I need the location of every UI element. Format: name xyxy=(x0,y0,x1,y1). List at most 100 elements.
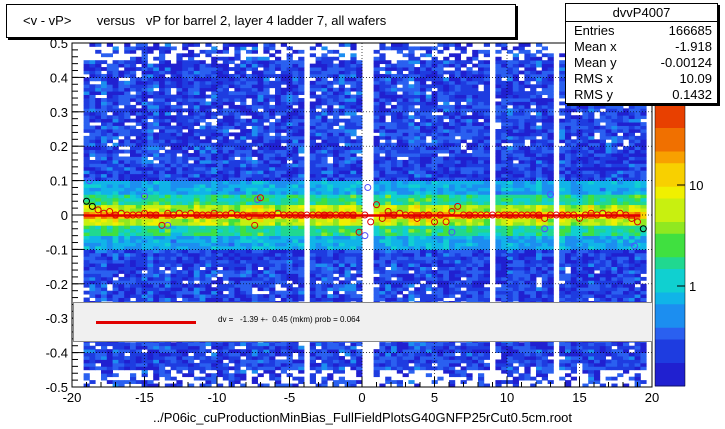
heatmap-cell xyxy=(327,356,334,360)
heatmap-cell xyxy=(159,163,166,168)
heatmap-cell xyxy=(217,156,224,161)
heatmap-cell xyxy=(327,139,334,144)
heatmap-cell xyxy=(101,221,108,226)
heatmap-cell xyxy=(228,345,235,350)
heatmap-cell xyxy=(414,77,421,82)
heatmap-cell xyxy=(141,156,148,161)
heatmap-cell xyxy=(373,201,380,206)
heatmap-cell xyxy=(309,142,316,147)
heatmap-cell xyxy=(234,108,241,113)
heatmap-cell xyxy=(199,283,206,288)
heatmap-cell xyxy=(350,132,357,137)
heatmap-cell xyxy=(379,249,386,254)
heatmap-cell xyxy=(217,142,224,147)
heatmap-cell xyxy=(153,373,160,378)
heatmap-cell xyxy=(246,239,253,243)
heatmap-cell xyxy=(275,184,282,188)
heatmap-cell xyxy=(315,276,322,281)
heatmap-cell xyxy=(101,180,108,185)
heatmap-cell xyxy=(309,159,316,164)
heatmap-cell xyxy=(205,342,212,347)
heatmap-cell xyxy=(182,235,189,240)
heatmap-cell xyxy=(118,122,125,126)
heatmap-cell xyxy=(309,239,316,243)
heatmap-cell xyxy=(164,111,171,116)
heatmap-cell xyxy=(315,287,322,292)
heatmap-cell xyxy=(257,270,264,274)
heatmap-cell xyxy=(333,73,340,78)
heatmap-cell xyxy=(83,67,90,71)
heatmap-cell xyxy=(391,242,398,247)
heatmap-cell xyxy=(188,225,195,230)
heatmap-cell xyxy=(356,67,363,71)
heatmap-cell xyxy=(228,190,235,195)
heatmap-cell xyxy=(199,180,206,185)
heatmap-cell xyxy=(327,352,334,357)
heatmap-cell xyxy=(124,208,131,212)
heatmap-cell xyxy=(315,259,322,264)
heatmap-cell xyxy=(257,342,264,347)
heatmap-cell xyxy=(159,218,166,223)
heatmap-cell xyxy=(170,184,177,188)
heatmap-cell xyxy=(344,80,351,85)
heatmap-cell xyxy=(182,159,189,164)
heatmap-cell xyxy=(188,235,195,240)
heatmap-cell xyxy=(205,129,212,133)
heatmap-cell xyxy=(251,187,258,192)
heatmap-cell xyxy=(205,73,212,78)
heatmap-cell xyxy=(89,115,96,120)
heatmap-cell xyxy=(199,170,206,175)
heatmap-cell xyxy=(246,146,253,151)
heatmap-cell xyxy=(130,287,137,292)
heatmap-cell xyxy=(396,204,403,209)
heatmap-cell xyxy=(333,208,340,212)
heatmap-cell xyxy=(153,118,160,123)
heatmap-cell xyxy=(118,294,125,298)
heatmap-cell xyxy=(292,256,299,261)
heatmap-cell xyxy=(182,187,189,192)
heatmap-cell xyxy=(211,132,218,137)
heatmap-cell xyxy=(124,190,131,195)
heatmap-cell xyxy=(106,129,113,133)
heatmap-cell xyxy=(396,366,403,371)
heatmap-cell xyxy=(106,135,113,140)
heatmap-cell xyxy=(205,273,212,278)
heatmap-cell xyxy=(402,349,409,353)
heatmap-cell xyxy=(182,215,189,219)
heatmap-cell xyxy=(292,215,299,219)
heatmap-cell xyxy=(170,170,177,175)
heatmap-cell xyxy=(205,63,212,68)
heatmap-cell xyxy=(205,163,212,168)
heatmap-cell xyxy=(182,135,189,140)
heatmap-cell xyxy=(246,297,253,302)
heatmap-cell xyxy=(344,294,351,298)
heatmap-cell xyxy=(205,80,212,85)
heatmap-cell xyxy=(356,139,363,144)
heatmap-cell xyxy=(205,228,212,233)
heatmap-cell xyxy=(414,208,421,212)
heatmap-cell xyxy=(338,228,345,233)
heatmap-cell xyxy=(101,170,108,175)
heatmap-cell xyxy=(228,366,235,371)
heatmap-cell xyxy=(350,180,357,185)
heatmap-cell xyxy=(234,73,241,78)
heatmap-cell xyxy=(408,46,415,51)
heatmap-cell xyxy=(338,187,345,192)
heatmap-cell xyxy=(141,187,148,192)
heatmap-cell xyxy=(222,373,229,378)
heatmap-cell xyxy=(188,67,195,71)
heatmap-cell xyxy=(321,235,328,240)
heatmap-cell xyxy=(379,146,386,151)
heatmap-cell xyxy=(199,342,206,347)
heatmap-cell xyxy=(83,125,90,130)
heatmap-cell xyxy=(118,380,125,384)
heatmap-cell xyxy=(414,163,421,168)
heatmap-cell xyxy=(257,139,264,144)
heatmap-cell xyxy=(350,73,357,78)
heatmap-cell xyxy=(257,194,264,199)
heatmap-cell xyxy=(350,225,357,230)
heatmap-cell xyxy=(170,252,177,257)
heatmap-cell xyxy=(275,352,282,357)
heatmap-cell xyxy=(420,111,427,116)
heatmap-cell xyxy=(333,111,340,116)
